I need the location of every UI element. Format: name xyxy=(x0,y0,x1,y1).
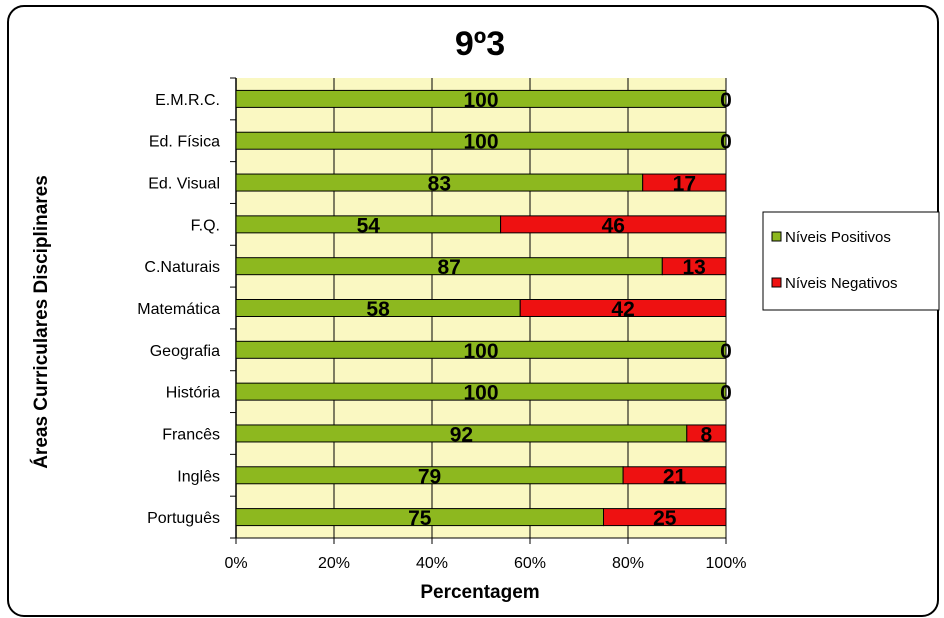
data-label-negative: 0 xyxy=(720,382,732,405)
x-tick-label: 60% xyxy=(514,555,546,572)
bar-positive xyxy=(235,131,727,150)
bar-negative xyxy=(686,424,727,443)
plot-area: 0% 20% 40% 60% 80% 100% E.M.R.C. 100 0 Ed. Física… xyxy=(137,77,747,572)
legend-swatch-negative xyxy=(771,277,782,288)
bar-negative xyxy=(622,466,727,485)
y-axis-title: Áreas Curriculares Disciplinares xyxy=(30,175,52,469)
y-tick-label: Francês xyxy=(162,426,220,443)
y-tick-label: E.M.R.C. xyxy=(155,92,220,109)
y-tick-label: Geografia xyxy=(150,343,220,360)
data-label-positive: 100 xyxy=(463,89,498,112)
y-tick-label: Ed. Visual xyxy=(148,176,220,193)
x-tick-label: 40% xyxy=(416,555,448,572)
y-tick-label: História xyxy=(166,385,220,402)
data-label-positive: 100 xyxy=(463,382,498,405)
bar-positive xyxy=(235,89,727,108)
data-label-positive: 58 xyxy=(366,298,390,321)
bar-negative xyxy=(642,173,727,192)
bar-positive xyxy=(235,340,727,359)
data-label-negative: 17 xyxy=(673,173,696,196)
bar-negative xyxy=(519,299,727,317)
data-label-negative: 46 xyxy=(602,214,625,237)
data-label-negative: 42 xyxy=(611,298,634,321)
legend: Níveis Positivos Níveis Negativos xyxy=(762,211,940,311)
data-label-negative: 0 xyxy=(720,131,732,154)
data-label-negative: 21 xyxy=(663,465,687,488)
y-tick-label: Matemática xyxy=(137,301,220,318)
legend-box xyxy=(762,211,940,311)
y-tick-label: Inglês xyxy=(177,468,220,485)
bar-negative xyxy=(603,508,727,527)
y-tick-label: F.Q. xyxy=(191,217,220,234)
y-tick-label: Português xyxy=(147,510,220,527)
data-label-positive: 87 xyxy=(437,256,460,279)
x-axis-title: Percentagem xyxy=(420,582,539,603)
bar-positive xyxy=(235,382,727,401)
data-label-positive: 100 xyxy=(463,131,498,154)
data-label-negative: 0 xyxy=(720,340,732,363)
legend-label-negative: Níveis Negativos xyxy=(785,275,898,292)
legend-label-positive: Níveis Positivos xyxy=(785,229,891,246)
x-tick-label: 80% xyxy=(612,555,644,572)
x-tick-label: 20% xyxy=(318,555,350,572)
x-tick-label: 100% xyxy=(706,555,747,572)
data-label-positive: 83 xyxy=(428,173,451,196)
y-tick-label: Ed. Física xyxy=(149,134,220,151)
chart-title: 9º3 xyxy=(455,25,505,63)
data-label-negative: 13 xyxy=(682,256,705,279)
data-label-positive: 100 xyxy=(463,340,498,363)
x-tick-label: 0% xyxy=(224,555,247,572)
data-label-positive: 75 xyxy=(408,507,432,530)
data-label-positive: 79 xyxy=(418,465,441,488)
legend-swatch-positive xyxy=(771,231,782,242)
data-label-positive: 92 xyxy=(450,423,473,446)
data-label-negative: 0 xyxy=(720,89,732,112)
data-label-negative: 8 xyxy=(701,423,713,446)
bar-negative xyxy=(661,257,727,276)
data-label-negative: 25 xyxy=(653,507,677,530)
bar-negative xyxy=(500,215,727,234)
y-tick-label: C.Naturais xyxy=(144,259,220,276)
data-label-positive: 54 xyxy=(357,214,381,237)
